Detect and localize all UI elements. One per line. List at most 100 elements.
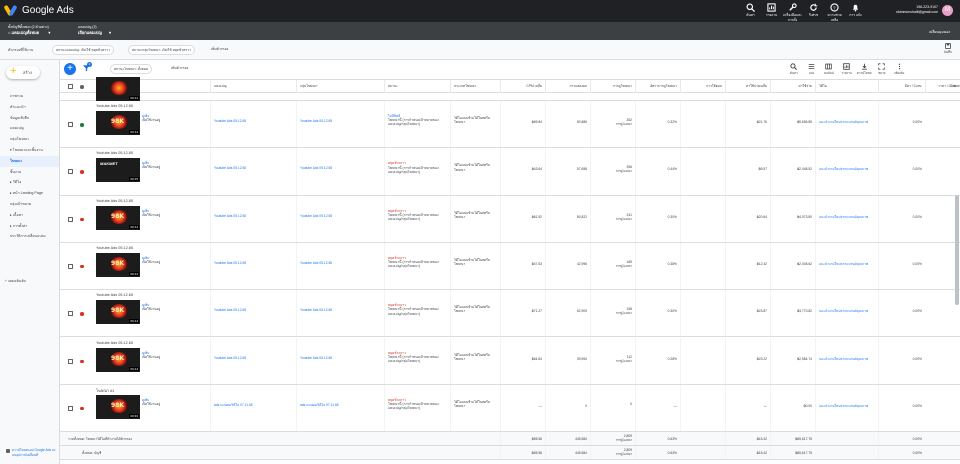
show-more-link[interactable]: + แสดงเพิ่มเติม xyxy=(5,279,26,283)
toolbar-search-button[interactable]: ค้นหา xyxy=(785,63,803,76)
row-checkbox[interactable] xyxy=(68,263,73,269)
view-more-link[interactable]: ดูเพิ่ม xyxy=(142,161,150,166)
row-checkbox[interactable] xyxy=(68,311,73,317)
column-header[interactable]: การแสดงผล xyxy=(545,80,590,93)
view-more-link[interactable]: ดูเพิ่ม xyxy=(142,397,150,402)
sidebar-item[interactable]: แคมเปญ xyxy=(10,126,24,131)
video-link[interactable]: แนะนำเกมใหม่จากแบรนด์คุณภาพ xyxy=(815,101,878,148)
column-header[interactable]: การโต้ตอบ xyxy=(680,80,725,93)
campaign-link[interactable]: Youtube Ads 05.12.65 xyxy=(210,148,296,195)
campaign-link[interactable]: Youtube Ads 05.12.65 xyxy=(210,101,296,148)
row-checkbox[interactable] xyxy=(68,405,73,411)
toolbar-columns-button[interactable]: คอลัมน์ xyxy=(820,63,838,76)
column-header[interactable]: ค่าใช้จ่ายเฉลี่ย xyxy=(725,80,770,93)
scrollbar[interactable] xyxy=(955,195,959,305)
avatar[interactable]: M xyxy=(942,5,953,16)
ad-status[interactable]: หยุดชั่วคราว โฆษณานี้ (การกำหนดเป้าหมายขอ… xyxy=(384,242,450,290)
column-header[interactable]: แคมเปญ xyxy=(210,80,296,93)
toolbar-expand-button[interactable]: ขยาย xyxy=(873,63,891,76)
view-more-link[interactable]: ดูเพิ่ม xyxy=(142,303,150,308)
row-checkbox[interactable] xyxy=(68,358,73,364)
sidebar-item[interactable]: ▸ เนื้อหา xyxy=(10,212,24,217)
top-tools-button[interactable]: เครื่องมือและการตั้ง xyxy=(782,3,803,23)
video-link[interactable]: แนะนำเกมใหม่จากแบรนด์คุณภาพ xyxy=(815,337,878,384)
sidebar-item[interactable]: โฆษณา xyxy=(0,155,59,167)
column-header[interactable]: การดูโฆษณา xyxy=(590,80,635,93)
sidebar-item[interactable]: ประวัติการเปลี่ยนแปลง xyxy=(10,234,46,239)
status-dot[interactable] xyxy=(80,264,84,269)
campaign-status-filter[interactable]: สถานะแคมเปญ: เปิดใช้ หยุดชั่วคราว xyxy=(52,45,114,55)
toolbar-more-button[interactable]: เพิ่มเติม xyxy=(891,63,909,76)
video-thumbnail[interactable]: 98K 00:14 xyxy=(96,252,140,277)
sidebar-item[interactable]: ชิ้นงาน xyxy=(10,169,22,174)
column-header[interactable]: ราคา / Conv. xyxy=(925,80,960,93)
campaign-selector[interactable]: แคมเปญ (2) เลือกแคมเปญ ▾ xyxy=(78,25,111,35)
video-thumbnail[interactable]: MAKMET 00:15 xyxy=(96,158,140,183)
video-thumbnail[interactable]: 98K 00:14 xyxy=(96,111,140,135)
video-link[interactable]: แนะนำเกมใหม่จากแบรนด์คุณภาพ xyxy=(815,384,878,432)
row-checkbox[interactable] xyxy=(68,216,73,222)
sidebar-item[interactable]: ▾ โฆษณาและชิ้นงาน xyxy=(10,147,43,152)
campaign-link[interactable]: Youtube Ads 05.12.65 xyxy=(210,337,296,384)
status-dot[interactable] xyxy=(80,217,84,222)
create-button[interactable]: + สร้าง xyxy=(6,65,40,79)
ad-status[interactable]: หยุดชั่วคราว โฆษณานี้ (การกำหนดเป้าหมายขอ… xyxy=(384,337,450,384)
status-dot[interactable] xyxy=(80,170,84,174)
ad-status[interactable]: ไม่มีสิทธิ์ โฆษณานี้ (การกำหนดเป้าหมายของ… xyxy=(384,101,450,148)
save-filter-button[interactable]: บันทึก xyxy=(944,43,952,55)
ad-status[interactable]: หยุดชั่วคราว โฆษณานี้ (การกำหนดเป้าหมายขอ… xyxy=(384,384,450,432)
video-link[interactable]: แนะนำเกมใหม่จากแบรนด์คุณภาพ xyxy=(815,242,878,290)
video-link[interactable]: แนะนำเกมใหม่จากแบรนด์คุณภาพ xyxy=(815,290,878,337)
sidebar-item[interactable]: คำแนะนำ xyxy=(10,104,26,109)
change-view-button[interactable]: เปลี่ยนมุมมอง xyxy=(928,30,950,34)
account-info[interactable]: 196-223-9107 nkimmonchalit@gmail.com xyxy=(880,5,938,15)
row-checkbox[interactable] xyxy=(68,122,73,127)
toolbar-reports-button[interactable]: รายงาน xyxy=(838,63,856,76)
adgroup-link[interactable]: Youtube Ads 05.12.65 xyxy=(296,242,384,290)
campaign-link[interactable]: ads แบบย่อ/วิดีโอ 07.11.65 xyxy=(210,384,296,432)
add-filter-button[interactable]: เพิ่มตัวกรอง xyxy=(211,47,229,51)
sidebar-item[interactable]: ข้อมูลเชิงลึก xyxy=(10,115,29,120)
row-checkbox[interactable] xyxy=(68,169,73,175)
column-header[interactable]: CPM เฉลี่ย xyxy=(500,80,545,93)
top-refresh-button[interactable]: รีเฟรช xyxy=(803,3,824,23)
column-header[interactable]: ค่าใช้จ่าย xyxy=(770,80,815,93)
column-header[interactable]: อัตราการดูโฆษณา xyxy=(635,80,680,93)
status-dot[interactable] xyxy=(80,359,84,363)
adgroup-link[interactable]: Youtube Ads 05.12.65 xyxy=(296,101,384,148)
top-search-button[interactable]: ค้นหา xyxy=(740,3,761,23)
column-header[interactable]: มีค่า / Conv. xyxy=(878,80,925,93)
column-header[interactable]: วิดีโอ xyxy=(815,80,878,93)
view-more-link[interactable]: ดูเพิ่ม xyxy=(142,350,150,355)
video-link[interactable]: แนะนำเกมใหม่จากแบรนด์คุณภาพ xyxy=(815,195,878,242)
filter-icon[interactable]: 2 xyxy=(83,62,92,74)
column-header[interactable]: กลุ่มโฆษณา xyxy=(296,80,384,93)
campaign-link[interactable]: Youtube Ads 05.12.65 xyxy=(210,195,296,242)
column-header[interactable]: ประเภทโฆษณา xyxy=(450,80,500,93)
ad-status[interactable]: หยุดชั่วคราว โฆษณานี้ (การกำหนดเป้าหมายขอ… xyxy=(384,290,450,337)
account-selector[interactable]: ทั้งบัญชีทั้งหมด (2 ตัวอย่าง) ⌂ แคมเปญทั… xyxy=(8,25,51,35)
status-dot[interactable] xyxy=(80,123,84,127)
add-filter-button[interactable]: เพิ่มตัวกรอง xyxy=(171,66,189,70)
mobile-app-promo[interactable]: ดาวน์โหลดแอป Google Ads ลงบนอุปกรณ์เคลื่… xyxy=(6,448,56,457)
video-thumbnail[interactable]: 98K 00:14 xyxy=(96,347,140,372)
sidebar-item[interactable]: ▸ หน้า Landing Page xyxy=(10,191,43,196)
add-ad-button[interactable]: + xyxy=(64,63,76,75)
video-thumbnail[interactable]: 98K 00:14 xyxy=(96,205,140,230)
adgroup-status-filter[interactable]: สถานะกลุ่มโฆษณา: เปิดใช้ หยุดชั่วคราว xyxy=(128,45,195,55)
status-dot[interactable] xyxy=(80,406,84,411)
adgroup-link[interactable]: Youtube Ads 05.12.65 xyxy=(296,148,384,195)
sidebar-item[interactable]: ▸ วิดีโอ xyxy=(10,180,22,185)
campaign-link[interactable]: Youtube Ads 05.12.65 xyxy=(210,242,296,290)
video-link[interactable]: แนะนำเกมใหม่จากแบรนด์คุณภาพ xyxy=(815,148,878,195)
view-more-link[interactable]: ดูเพิ่ม xyxy=(142,114,150,118)
adgroup-link[interactable]: Youtube Ads 05.12.65 xyxy=(296,195,384,242)
sidebar-item[interactable]: กลุ่มโฆษณา xyxy=(10,137,30,142)
status-dot[interactable] xyxy=(80,312,84,316)
adgroup-link[interactable]: Youtube Ads 05.12.65 xyxy=(296,337,384,384)
top-notifications-button[interactable]: การ แจ้ง xyxy=(845,3,866,23)
toolbar-segment-button[interactable]: แบ่ง xyxy=(803,63,821,76)
view-more-link[interactable]: ดูเพิ่ม xyxy=(142,255,150,260)
video-thumbnail[interactable]: 98K 00:14 xyxy=(96,300,140,325)
ad-status[interactable]: หยุดชั่วคราว โฆษณานี้ (การกำหนดเป้าหมายขอ… xyxy=(384,195,450,242)
